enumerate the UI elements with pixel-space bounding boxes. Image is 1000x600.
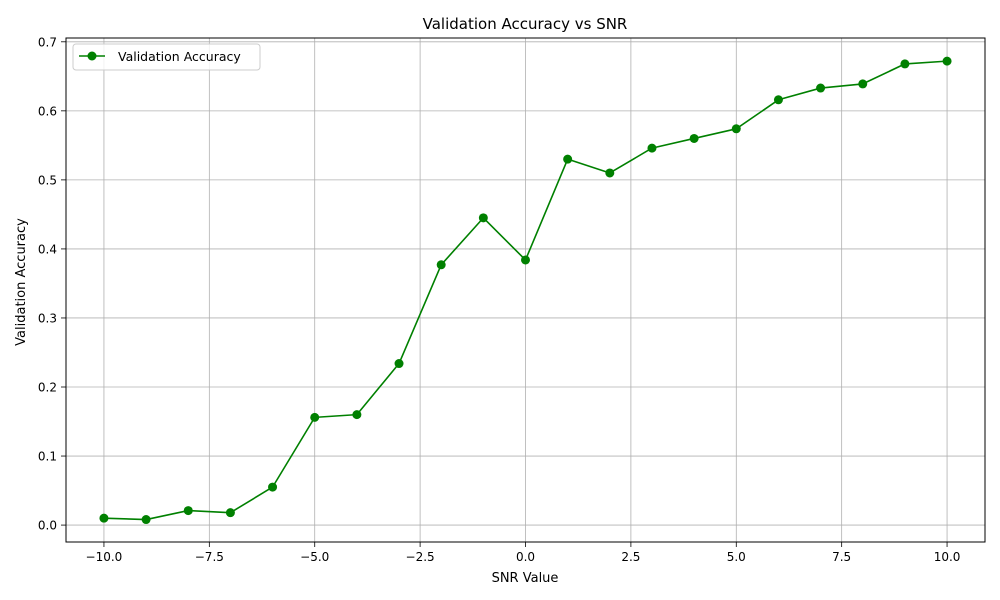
y-tick-label: 0.5: [38, 173, 57, 187]
data-point: [605, 168, 615, 178]
x-axis-ticks: −10.0 −7.5 −5.0 −2.5 0.0 2.5 5.0 7.5 10.0: [86, 542, 961, 564]
data-point: [310, 412, 320, 422]
x-tick-label: 10.0: [934, 550, 961, 564]
legend: Validation Accuracy: [72, 43, 261, 71]
y-axis-ticks: 0.0 0.1 0.2 0.3 0.4 0.5 0.6 0.7: [38, 35, 66, 533]
data-point: [478, 213, 488, 223]
x-tick-label: 0.0: [516, 550, 535, 564]
grid: [66, 38, 985, 542]
y-tick-label: 0.2: [38, 381, 57, 395]
data-point: [268, 482, 278, 492]
x-tick-label: 5.0: [727, 550, 746, 564]
x-axis-label: SNR Value: [492, 571, 559, 586]
y-axis-label: Validation Accuracy: [14, 218, 29, 346]
chart-title: Validation Accuracy vs SNR: [423, 15, 628, 33]
data-point: [773, 95, 783, 105]
y-tick-label: 0.0: [38, 519, 57, 533]
data-point: [183, 506, 193, 516]
series-layer: [99, 56, 952, 525]
x-tick-label: −10.0: [86, 550, 123, 564]
x-tick-label: −2.5: [406, 550, 435, 564]
legend-entry-label: Validation Accuracy: [118, 49, 241, 64]
data-point: [647, 143, 657, 153]
data-point: [141, 515, 151, 525]
y-tick-label: 0.4: [38, 242, 57, 256]
data-point: [436, 260, 446, 270]
legend-marker-swatch: [87, 51, 97, 61]
data-point: [563, 154, 573, 164]
y-tick-label: 0.3: [38, 311, 57, 325]
data-point: [731, 124, 741, 134]
data-point: [521, 255, 530, 265]
y-tick-label: 0.7: [38, 35, 57, 49]
data-point: [816, 83, 826, 93]
data-point: [858, 79, 868, 89]
data-point: [900, 59, 910, 69]
data-point: [394, 359, 404, 369]
y-tick-label: 0.6: [38, 104, 57, 118]
data-point: [225, 508, 235, 518]
legend-box: [72, 43, 261, 71]
x-tick-label: −5.0: [300, 550, 329, 564]
x-tick-label: 2.5: [621, 550, 640, 564]
data-point: [352, 410, 362, 420]
data-point: [942, 56, 952, 66]
y-tick-label: 0.1: [38, 450, 57, 464]
data-point: [689, 133, 699, 143]
data-point: [99, 513, 109, 523]
x-tick-label: 7.5: [832, 550, 851, 564]
x-tick-label: −7.5: [195, 550, 224, 564]
